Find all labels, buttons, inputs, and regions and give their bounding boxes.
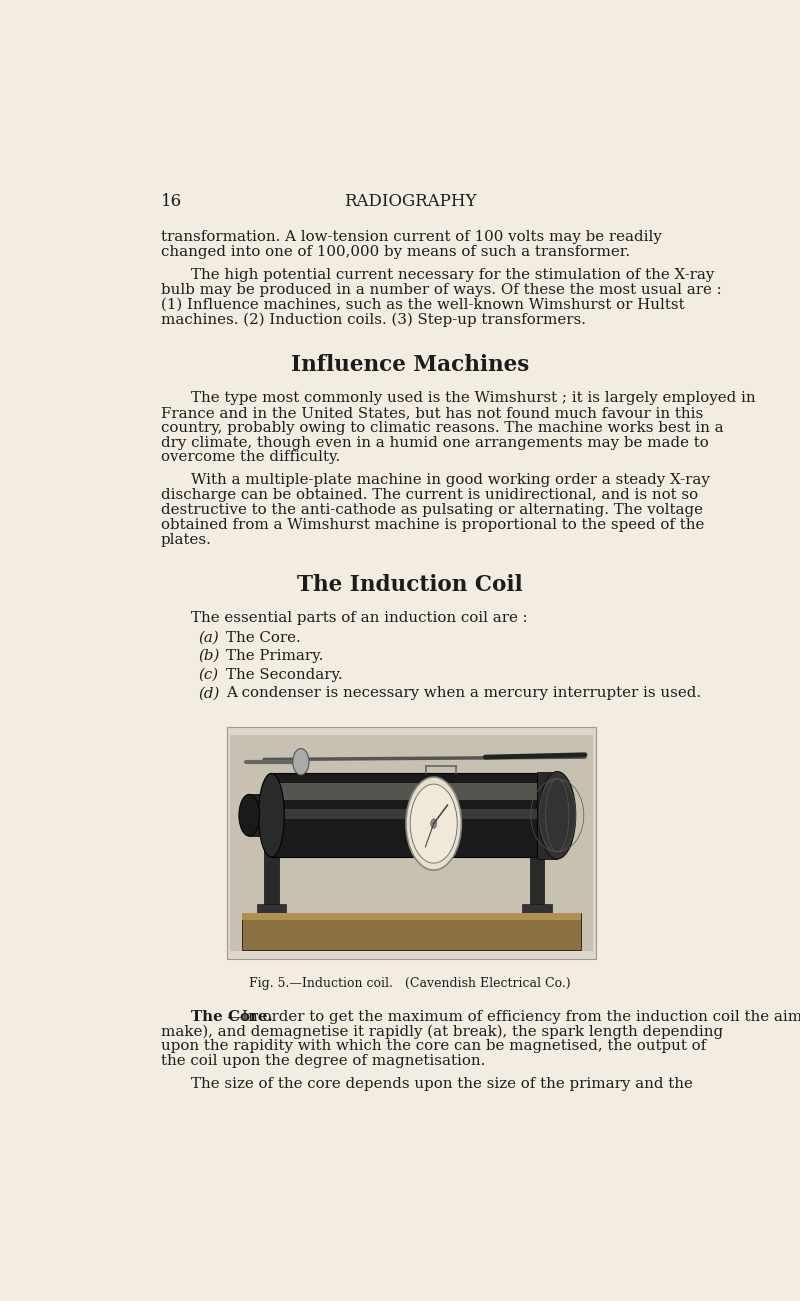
Text: (c): (c) (198, 667, 218, 682)
Text: (d): (d) (198, 686, 219, 700)
Text: country, probably owing to climatic reasons. The machine works best in a: country, probably owing to climatic reas… (161, 420, 723, 435)
Text: —In order to get the maximum of efficiency from the induction coil the aim is to: —In order to get the maximum of efficien… (226, 1010, 800, 1024)
Text: discharge can be obtained. The current is unidirectional, and is not so: discharge can be obtained. The current i… (161, 488, 698, 502)
Text: plates.: plates. (161, 532, 212, 546)
FancyBboxPatch shape (230, 735, 593, 951)
Bar (242, 913, 582, 950)
Text: The Core.: The Core. (190, 1010, 272, 1024)
Text: The Primary.: The Primary. (226, 649, 323, 664)
Text: dry climate, though even in a humid one arrangements may be made to: dry climate, though even in a humid one … (161, 436, 709, 450)
Ellipse shape (410, 785, 458, 863)
Text: Fig. 5.—Induction coil.   (Cavendish Electrical Co.): Fig. 5.—Induction coil. (Cavendish Elect… (249, 977, 571, 990)
Bar (522, 904, 552, 913)
Circle shape (430, 818, 437, 829)
Circle shape (293, 748, 309, 775)
Text: Influence Machines: Influence Machines (291, 354, 529, 376)
Text: changed into one of 100,000 by means of such a transformer.: changed into one of 100,000 by means of … (161, 245, 630, 259)
FancyBboxPatch shape (227, 727, 596, 959)
Text: (1) Influence machines, such as the well-known Wimshurst or Hultst: (1) Influence machines, such as the well… (161, 298, 684, 312)
Bar (271, 809, 537, 820)
Text: the coil upon the degree of magnetisation.: the coil upon the degree of magnetisatio… (161, 1054, 485, 1068)
Text: The Secondary.: The Secondary. (226, 667, 342, 682)
Text: overcome the difficulty.: overcome the difficulty. (161, 450, 340, 464)
Text: upon the rapidity with which the core can be magnetised, the output of: upon the rapidity with which the core ca… (161, 1039, 706, 1054)
Text: The size of the core depends upon the size of the primary and the: The size of the core depends upon the si… (190, 1077, 692, 1092)
Text: The high potential current necessary for the stimulation of the X-ray: The high potential current necessary for… (190, 268, 714, 282)
Text: A condenser is necessary when a mercury interrupter is used.: A condenser is necessary when a mercury … (226, 686, 701, 700)
Text: The type most commonly used is the Wimshurst ; it is largely employed in: The type most commonly used is the Wimsh… (190, 392, 755, 405)
Text: (b): (b) (198, 649, 219, 664)
Bar (264, 838, 278, 913)
Text: The essential parts of an induction coil are :: The essential parts of an induction coil… (190, 611, 527, 626)
Text: (a): (a) (198, 631, 218, 644)
Text: France and in the United States, but has not found much favour in this: France and in the United States, but has… (161, 406, 703, 420)
Bar (271, 773, 537, 857)
Text: RADIOGRAPHY: RADIOGRAPHY (344, 193, 476, 211)
Bar (257, 904, 286, 913)
Bar (271, 783, 537, 800)
Text: make), and demagnetise it rapidly (at break), the spark length depending: make), and demagnetise it rapidly (at br… (161, 1025, 723, 1039)
Text: machines. (2) Induction coils. (3) Step-up transformers.: machines. (2) Induction coils. (3) Step-… (161, 312, 586, 327)
Text: destructive to the anti-cathode as pulsating or alternating. The voltage: destructive to the anti-cathode as pulsa… (161, 503, 702, 516)
Bar (242, 913, 582, 920)
Ellipse shape (539, 771, 576, 859)
Text: bulb may be produced in a number of ways. Of these the most usual are :: bulb may be produced in a number of ways… (161, 282, 722, 297)
Text: With a multiple-plate machine in good working order a steady X-ray: With a multiple-plate machine in good wo… (190, 474, 710, 488)
Ellipse shape (258, 773, 284, 857)
Bar (537, 771, 558, 859)
Bar (250, 795, 271, 837)
Text: obtained from a Wimshurst machine is proportional to the speed of the: obtained from a Wimshurst machine is pro… (161, 518, 704, 532)
Ellipse shape (406, 777, 462, 870)
Text: transformation. A low-tension current of 100 volts may be readily: transformation. A low-tension current of… (161, 230, 662, 245)
Text: 16: 16 (161, 193, 182, 211)
Bar (530, 838, 544, 913)
Text: The Core.: The Core. (226, 631, 301, 644)
Ellipse shape (239, 795, 259, 837)
Text: The Induction Coil: The Induction Coil (297, 574, 523, 596)
